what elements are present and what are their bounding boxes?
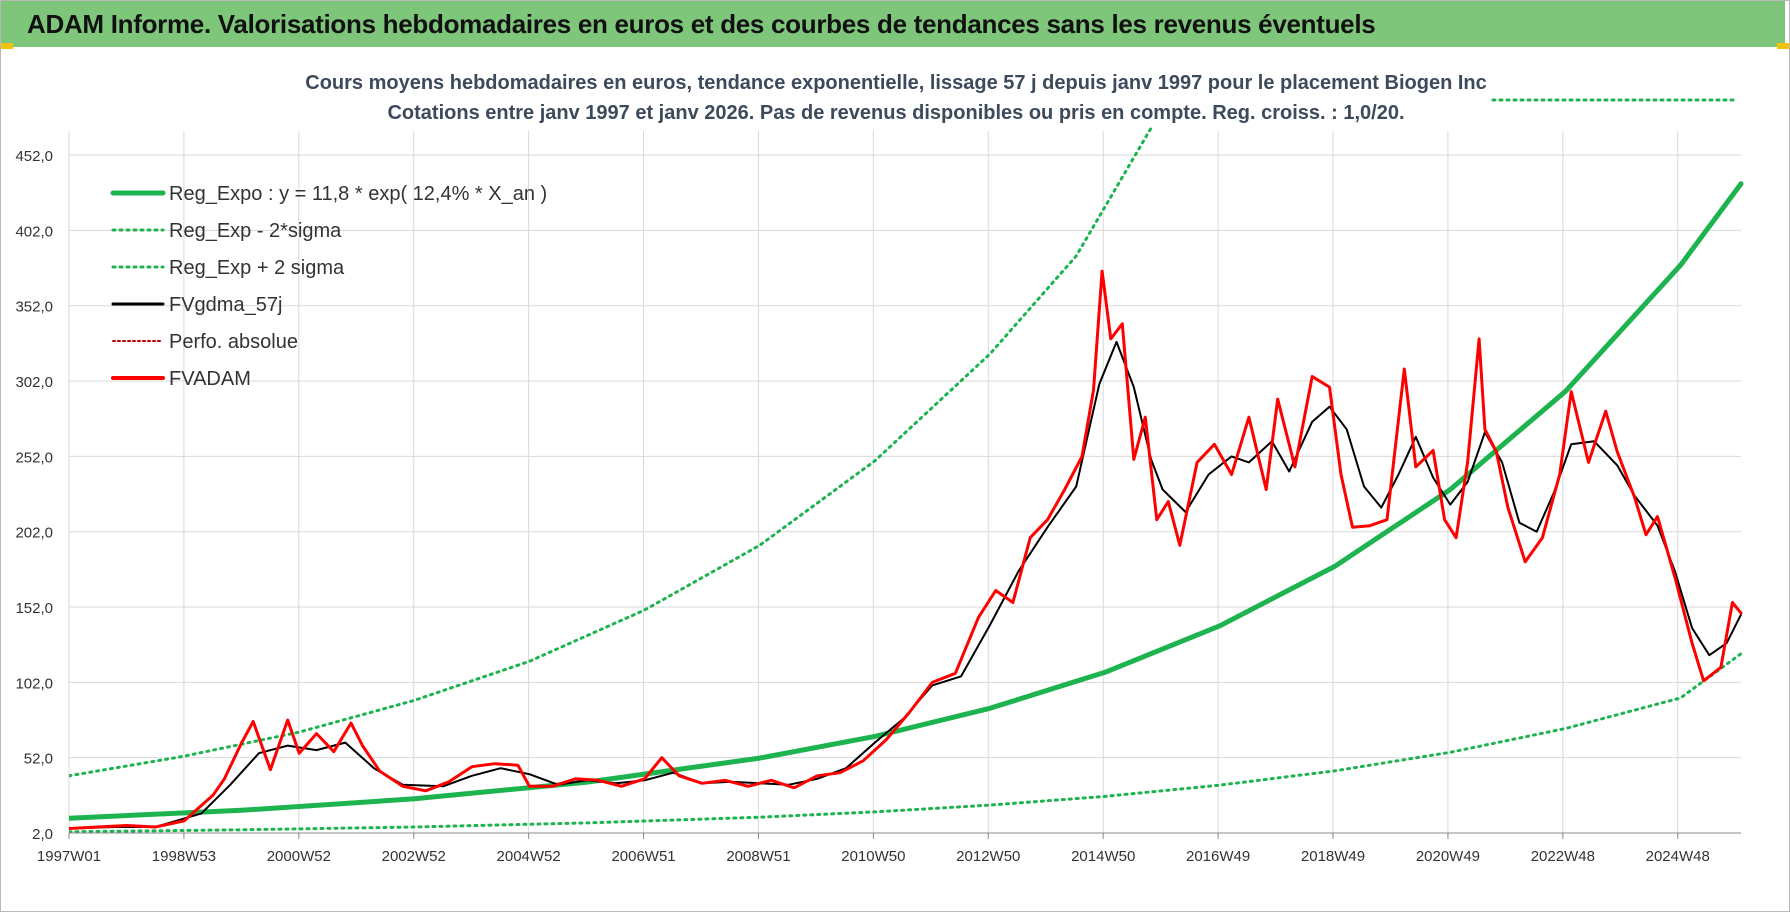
corner-marker [1, 43, 13, 49]
y-tick-label: 202,0 [15, 525, 53, 542]
legend-label: Reg_Exp - 2*sigma [169, 220, 342, 242]
report-banner: ADAM Informe. Valorisations hebdomadaire… [1, 1, 1785, 47]
y-tick-label: 102,0 [15, 675, 53, 692]
legend-label: FVADAM [169, 368, 251, 390]
chart-axes: 2,0 52,0 102,0 152,0 202,0 252,0 302,0 352,0 402… [15, 148, 1741, 865]
x-tick-label: 2002W52 [382, 848, 446, 865]
chart-title: Cours moyens hebdomadaires en euros, ten… [305, 72, 1486, 124]
y-tick-label: 302,0 [15, 374, 53, 391]
x-tick-label: 2020W49 [1416, 848, 1480, 865]
series-line-fvadam [69, 269, 1743, 830]
series-line-reg-expo [69, 181, 1744, 821]
legend-label: Perfo. absolue [169, 331, 298, 353]
x-tick-label: 2014W50 [1071, 848, 1135, 865]
x-tick-label: 2022W48 [1531, 848, 1595, 865]
x-tick-label: 2024W48 [1646, 848, 1710, 865]
x-tick-label: 2010W50 [841, 848, 905, 865]
x-tick-label: 2008W51 [726, 848, 790, 865]
legend-label: Reg_Exp + 2 sigma [169, 257, 345, 279]
price-chart: 2,0 52,0 102,0 152,0 202,0 252,0 302,0 352,0 402… [15, 72, 1744, 865]
x-tick-label: 1997W01 [37, 848, 101, 865]
y-tick-label: 252,0 [15, 449, 53, 466]
corner-marker [1777, 43, 1789, 49]
report-banner-title: ADAM Informe. Valorisations hebdomadaire… [27, 9, 1376, 39]
y-tick-label: 52,0 [24, 751, 53, 768]
y-tick-label: 2,0 [32, 826, 53, 843]
x-tick-label: 2012W50 [956, 848, 1020, 865]
series-line-fvgdma-57j [69, 340, 1742, 830]
chart-series [69, 126, 1744, 834]
y-tick-label: 352,0 [15, 299, 53, 316]
x-tick-label: 2018W49 [1301, 848, 1365, 865]
x-tick-label: 2006W51 [611, 848, 675, 865]
chart-grid [68, 131, 1741, 834]
y-tick-label: 402,0 [15, 223, 53, 240]
y-tick-label: 152,0 [15, 600, 53, 617]
x-tick-label: 1998W53 [152, 848, 216, 865]
legend-label: Reg_Expo : y = 11,8 * exp( 12,4% * X_an … [169, 183, 547, 205]
x-tick-label: 2004W52 [497, 848, 561, 865]
y-tick-label: 452,0 [15, 148, 53, 165]
chart-legend: Reg_Expo : y = 11,8 * exp( 12,4% * X_an … [110, 183, 547, 390]
x-tick-label: 2016W49 [1186, 848, 1250, 865]
legend-label: FVgdma_57j [169, 294, 282, 316]
x-tick-label: 2000W52 [267, 848, 331, 865]
chart-title-line-2: Cotations entre janv 1997 et janv 2026. … [387, 102, 1404, 124]
series-line-reg-exp-minus-2sigma [69, 652, 1743, 834]
chart-title-line-1: Cours moyens hebdomadaires en euros, ten… [305, 72, 1486, 94]
